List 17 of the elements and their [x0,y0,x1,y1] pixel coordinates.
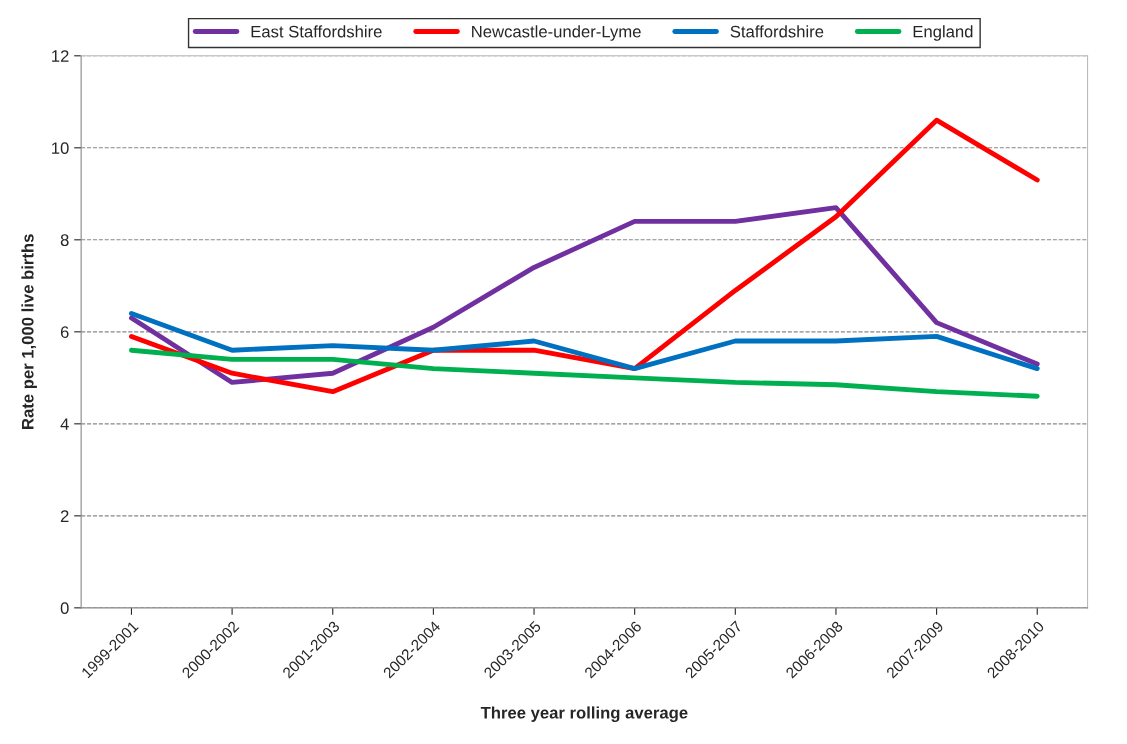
line-series [129,310,1040,372]
y-tick-label: 4 [60,418,69,430]
y-tick-label: 2 [60,510,69,522]
line-series [129,117,1040,395]
legend-label: East Staffordshire [251,25,382,38]
legend-label: England [913,25,973,41]
y-axis-title: Rate per 1,000 live births [21,234,37,429]
line-series [129,205,1040,385]
y-tick-label: 12 [52,50,69,62]
legend-label: Staffordshire [730,25,824,38]
y-tick-label: 8 [60,234,69,247]
y-tick-label: 6 [60,326,69,339]
legend-label: Newcastle-under-Lyme [472,25,641,41]
line-series [129,347,1040,399]
y-tick-label: 0 [60,602,69,615]
x-axis-title: Three year rolling average [480,706,688,722]
y-tick-label: 10 [52,142,69,155]
